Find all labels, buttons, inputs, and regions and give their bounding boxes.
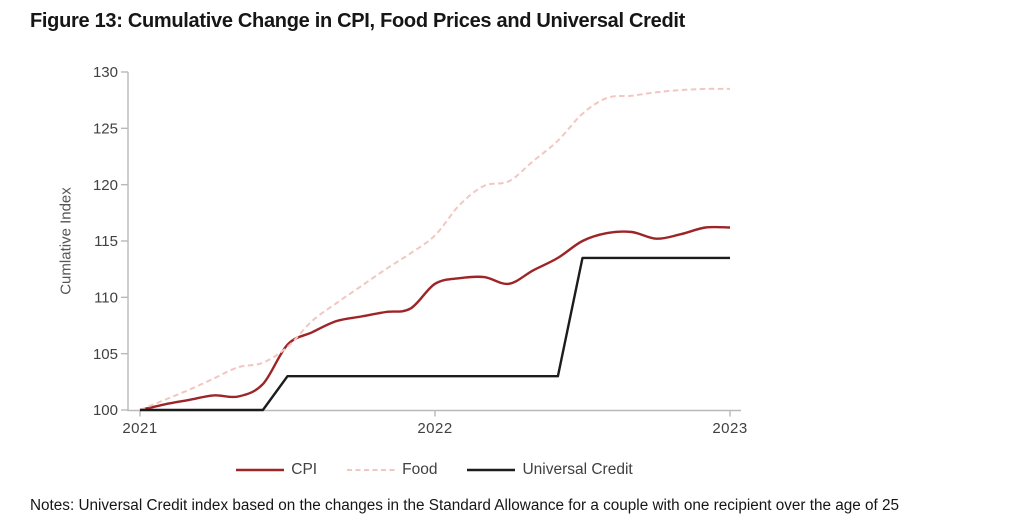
legend-label: CPI bbox=[291, 461, 318, 478]
legend-label: Food bbox=[402, 461, 438, 478]
y-tick-label: 120 bbox=[93, 177, 118, 194]
chart-legend: CPI Food Universal Credit bbox=[128, 458, 741, 482]
x-tick-label: 2022 bbox=[417, 420, 452, 437]
legend-swatch-universal-credit-icon bbox=[467, 468, 516, 472]
figure-notes: Notes: Universal Credit index based on t… bbox=[30, 497, 900, 514]
y-tick-label: 125 bbox=[93, 121, 118, 138]
legend-item-cpi: CPI bbox=[236, 461, 317, 479]
y-tick-label: 115 bbox=[94, 233, 118, 250]
figure-title: Figure 13: Cumulative Change in CPI, Foo… bbox=[30, 10, 686, 32]
legend-item-universal-credit: Universal Credit bbox=[467, 461, 633, 479]
legend-swatch-food-icon bbox=[347, 469, 396, 471]
y-tick-label: 130 bbox=[93, 64, 118, 81]
legend-label: Universal Credit bbox=[522, 461, 633, 478]
legend-item-food: Food bbox=[347, 461, 437, 479]
y-tick-label: 105 bbox=[93, 346, 118, 363]
series-line-cpi bbox=[139, 225, 731, 412]
x-tick-label: 2021 bbox=[122, 420, 157, 437]
x-tick-label: 2023 bbox=[712, 420, 747, 437]
legend-swatch-cpi-icon bbox=[236, 468, 285, 472]
y-tick-label: 100 bbox=[93, 402, 118, 419]
y-tick-label: 110 bbox=[94, 290, 118, 307]
series-line-food bbox=[139, 87, 731, 411]
series-line-universal-credit bbox=[140, 256, 730, 412]
